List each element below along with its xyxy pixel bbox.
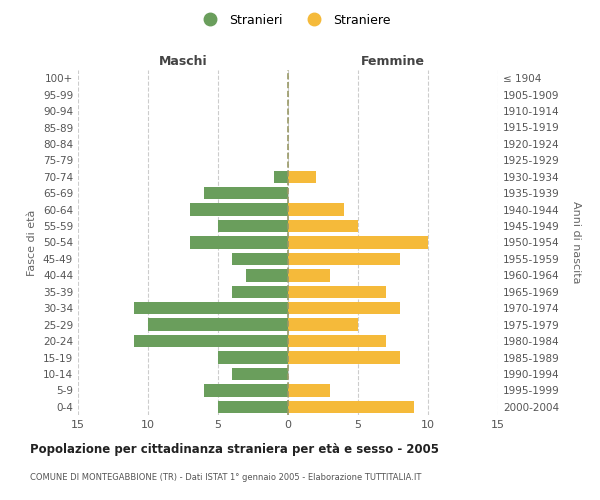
Bar xyxy=(218,220,288,232)
Bar xyxy=(288,400,414,413)
Text: Femmine: Femmine xyxy=(361,54,425,68)
Y-axis label: Anni di nascita: Anni di nascita xyxy=(571,201,581,283)
Bar xyxy=(288,352,400,364)
Bar xyxy=(288,236,428,248)
Bar xyxy=(232,368,288,380)
Legend: Stranieri, Straniere: Stranieri, Straniere xyxy=(193,8,395,32)
Text: Maschi: Maschi xyxy=(158,54,208,68)
Bar xyxy=(204,187,288,200)
Bar xyxy=(218,400,288,413)
Bar xyxy=(288,170,316,183)
Bar xyxy=(288,286,386,298)
Bar xyxy=(288,269,330,281)
Bar xyxy=(288,318,358,331)
Bar xyxy=(288,253,400,265)
Text: Popolazione per cittadinanza straniera per età e sesso - 2005: Popolazione per cittadinanza straniera p… xyxy=(30,442,439,456)
Bar xyxy=(288,384,330,396)
Bar xyxy=(190,204,288,216)
Bar xyxy=(232,253,288,265)
Bar xyxy=(134,335,288,347)
Bar xyxy=(134,302,288,314)
Bar xyxy=(288,204,344,216)
Bar xyxy=(148,318,288,331)
Bar xyxy=(190,236,288,248)
Bar xyxy=(232,286,288,298)
Bar xyxy=(288,220,358,232)
Bar xyxy=(204,384,288,396)
Bar xyxy=(288,335,386,347)
Bar xyxy=(246,269,288,281)
Bar xyxy=(218,352,288,364)
Bar xyxy=(274,170,288,183)
Bar xyxy=(288,302,400,314)
Text: COMUNE DI MONTEGABBIONE (TR) - Dati ISTAT 1° gennaio 2005 - Elaborazione TUTTITA: COMUNE DI MONTEGABBIONE (TR) - Dati ISTA… xyxy=(30,472,421,482)
Y-axis label: Fasce di età: Fasce di età xyxy=(28,210,37,276)
